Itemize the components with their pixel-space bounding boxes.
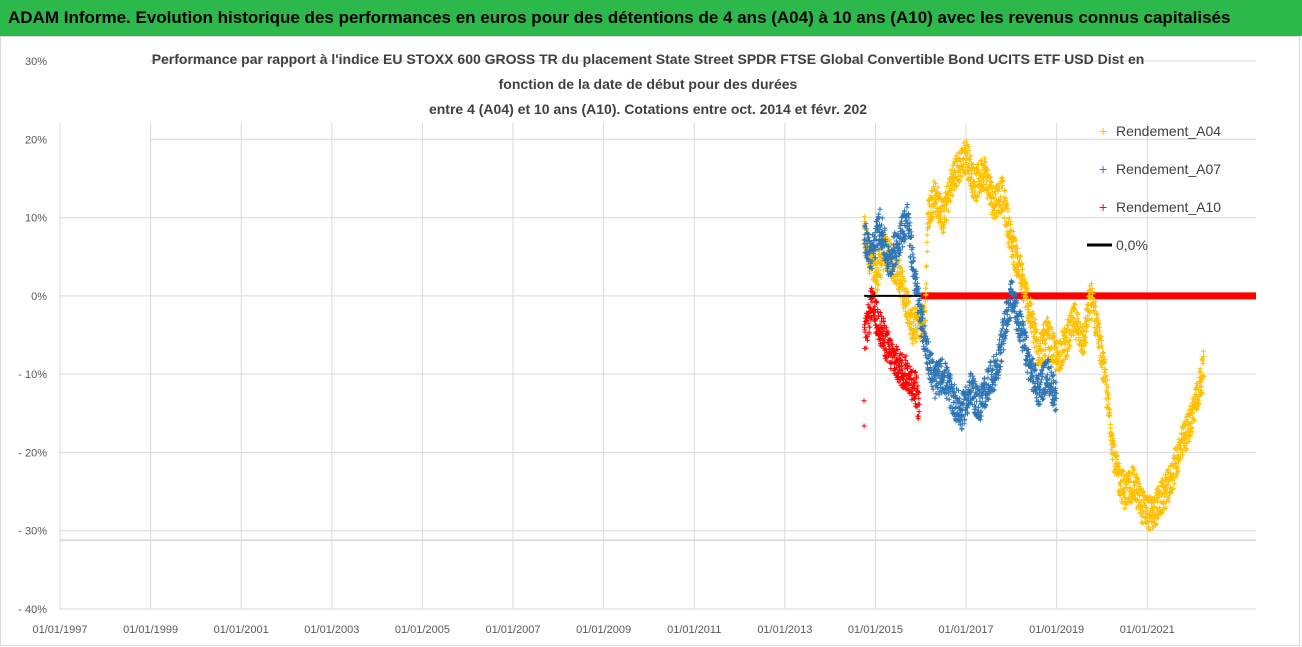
legend-label-zero: 0,0%	[1116, 237, 1148, 253]
series-markers	[861, 285, 922, 429]
x-tick-label: 01/01/2007	[485, 624, 540, 636]
x-tick-label: 01/01/2021	[1120, 624, 1175, 636]
x-tick-label: 01/01/1997	[32, 624, 87, 636]
series-markers	[861, 202, 1059, 432]
x-tick-label: 01/01/2015	[848, 624, 903, 636]
x-tick-label: 01/01/2009	[576, 624, 631, 636]
series-rendement_a07	[861, 202, 1059, 432]
x-tick-label: 01/01/2005	[395, 624, 450, 636]
chart-title: Performance par rapport à l'indice EU ST…	[152, 51, 1145, 117]
legend-marker-a10: +	[1099, 199, 1107, 215]
legend-label-a04: Rendement_A04	[1116, 123, 1221, 139]
y-tick-label: 30%	[25, 56, 47, 68]
x-tick-label: 01/01/2017	[939, 624, 994, 636]
chart-gridlines	[59, 60, 1256, 610]
series-markers	[861, 138, 1207, 533]
report-banner: ADAM Informe. Evolution historique des p…	[0, 0, 1302, 36]
series-rendement_a04	[861, 138, 1207, 533]
x-tick-label: 01/01/2003	[304, 624, 359, 636]
y-tick-label: 20%	[25, 134, 47, 146]
legend-marker-a07: +	[1099, 161, 1107, 177]
y-tick-label: 10%	[25, 213, 47, 225]
x-tick-label: 01/01/2013	[757, 624, 812, 636]
y-tick-label: - 10%	[18, 369, 47, 381]
chart-title-line-3: entre 4 (A04) et 10 ans (A10). Cotations…	[429, 101, 867, 117]
banner-title: ADAM Informe. Evolution historique des p…	[8, 8, 1231, 27]
chart-title-line-1: Performance par rapport à l'indice EU ST…	[152, 51, 1145, 67]
chart-title-line-2: fonction de la date de début pour des du…	[499, 76, 798, 92]
y-tick-label: - 40%	[18, 604, 47, 616]
chart-data-points	[861, 138, 1256, 533]
y-tick-label: - 30%	[18, 526, 47, 538]
y-axis-tick-labels: 30% 20% 10% 0% - 10% - 20% - 30% - 40%	[18, 56, 47, 616]
series-rendement_a10	[861, 285, 922, 429]
x-tick-label: 01/01/2011	[667, 624, 721, 636]
x-tick-label: 01/01/2001	[214, 624, 269, 636]
y-tick-label: - 20%	[18, 447, 47, 459]
x-tick-label: 01/01/1999	[123, 624, 178, 636]
legend-label-a07: Rendement_A07	[1116, 161, 1221, 177]
x-tick-label: 01/01/2019	[1029, 624, 1084, 636]
x-axis-tick-labels: 01/01/1997 01/01/1999 01/01/2001 01/01/2003…	[32, 624, 1174, 636]
chart-legend: + Rendement_A04 + Rendement_A07 + Rendem…	[1087, 123, 1221, 253]
y-tick-label: 0%	[31, 291, 47, 303]
chart-frame	[0, 36, 1300, 646]
legend-marker-a04: +	[1099, 123, 1107, 139]
legend-label-a10: Rendement_A10	[1116, 199, 1221, 215]
